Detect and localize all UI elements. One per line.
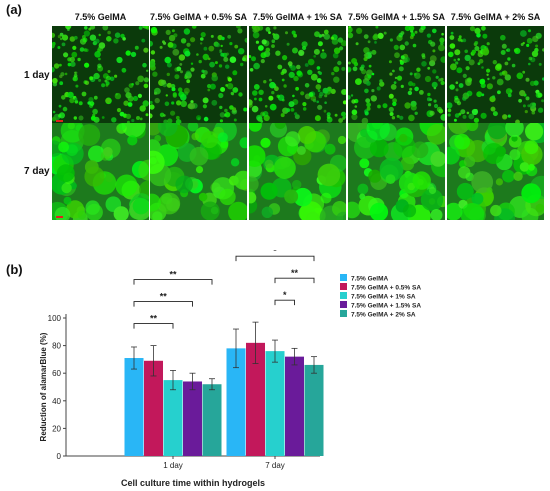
panel-a-label: (a) [6,2,22,17]
bar [202,384,222,456]
bar [265,351,285,456]
y-tick-label: 100 [48,314,62,323]
bar [226,348,246,456]
legend-swatch [340,283,347,290]
legend-label: 7.5% GelMA + 0.5% SA [351,285,421,292]
significance-label: ** [169,270,177,280]
significance-label: ** [291,268,299,278]
y-tick-label: 40 [52,397,61,406]
panel-b-label: (b) [6,262,23,277]
legend-label: 7.5% GelMA [351,276,389,283]
scale-bar-day1 [56,120,63,122]
microscopy-image [52,26,149,123]
y-tick-label: 80 [52,342,61,351]
bar [144,360,163,456]
row-header-7-day: 7 day [24,166,50,177]
legend-label: 7.5% GelMA + 1% SA [351,294,416,301]
microscopy-image [348,26,445,123]
y-axis-label: Reduction of alamarBlue (%) [39,332,48,441]
x-tick-label: 1 day [163,461,183,470]
x-tick-label: 7 day [265,461,285,470]
legend-swatch [340,274,347,281]
legend-label: 7.5% GelMA + 1.5% SA [351,303,421,310]
legend-swatch [340,301,347,308]
row-header-1-day: 1 day [24,70,50,81]
column-header-gelma: 7.5% GelMA [74,12,127,22]
significance-bracket [274,299,295,306]
microscopy-image [447,26,544,123]
y-tick-label: 20 [52,424,61,433]
significance-label: ** [160,292,168,302]
column-header-gelma-2-sa: 7.5% GelMA + 2% SA [450,12,541,22]
microscopy-image [447,123,544,220]
microscopy-image [150,26,247,123]
bar [285,356,304,456]
significance-bracket [274,277,315,284]
y-tick-label: 0 [57,452,62,461]
significance-label: * [283,290,287,300]
scale-bar-day7 [56,216,63,218]
significance-bracket [235,255,315,262]
x-axis-label: Cell culture time within hydrogels [121,478,265,488]
bar [124,358,144,456]
significance-label: * [273,250,277,256]
microscopy-image [150,123,247,220]
microscopy-image [52,123,149,220]
microscopy-image [249,26,346,123]
y-tick-label: 60 [52,369,61,378]
bar [304,364,324,456]
significance-label: ** [150,314,158,324]
bar [183,381,202,456]
legend-swatch [340,292,347,299]
bar [163,380,183,456]
legend-label: 7.5% GelMA + 2% SA [351,312,416,319]
significance-bracket [133,301,193,307]
legend-swatch [340,310,347,317]
microscopy-image [249,123,346,220]
column-header-gelma-0-5-sa: 7.5% GelMA + 0.5% SA [150,12,247,22]
column-header-gelma-1-5-sa: 7.5% GelMA + 1.5% SA [348,12,445,22]
microscopy-image [348,123,445,220]
significance-bracket [133,323,174,329]
bar [246,342,265,456]
column-header-gelma-1-sa: 7.5% GelMA + 1% SA [252,12,343,22]
significance-bracket [133,279,213,285]
